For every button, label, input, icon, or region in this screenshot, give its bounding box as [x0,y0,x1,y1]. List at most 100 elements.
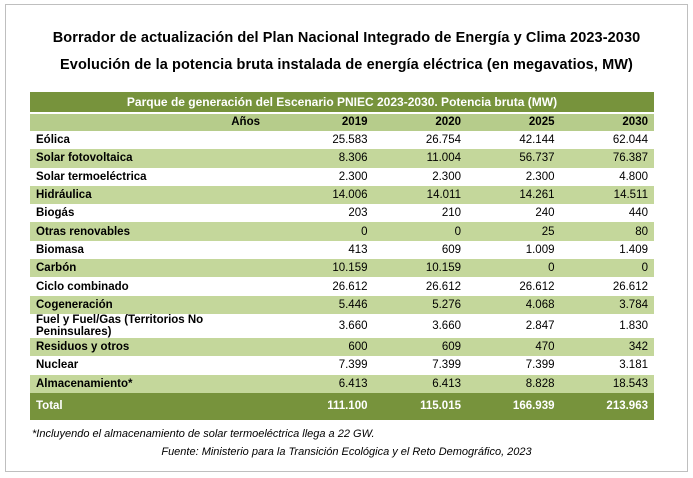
row-label: Cogeneración [30,295,280,314]
table-row: Solar termoeléctrica 2.300 2.300 2.300 4.800 [30,167,654,186]
row-value: 210 [373,204,467,223]
header-year: 2025 [467,113,561,132]
row-value: 609 [373,240,467,260]
row-value: 4.068 [467,295,561,314]
row-value: 3.784 [560,295,654,314]
row-value: 2.847 [467,313,561,338]
total-value: 166.939 [467,392,561,420]
table-row: Otras renovables 0 0 25 80 [30,222,654,241]
row-value: 3.660 [373,313,467,338]
row-value: 1.009 [467,240,561,260]
row-value: 600 [280,337,374,357]
table-row: Eólica 25.583 26.754 42.144 62.044 [30,131,654,150]
row-value: 10.159 [373,259,467,278]
title-line-2: Evolución de la potencia bruta instalada… [60,57,633,73]
row-value: 7.399 [373,356,467,375]
row-label: Biogás [30,204,280,223]
row-value: 14.511 [560,185,654,205]
row-value: 25.583 [280,131,374,150]
row-label: Carbón [30,259,280,278]
table-row: Residuos y otros 600 609 470 342 [30,337,654,357]
row-label: Nuclear [30,356,280,375]
row-value: 0 [560,259,654,278]
row-value: 26.612 [467,277,561,296]
row-value: 0 [373,222,467,241]
footnote: *Incluyendo el almacenamiento de solar t… [32,428,375,440]
table-header-row: Años 2019 2020 2025 2030 [30,113,654,132]
header-year: 2030 [560,113,654,132]
row-value: 80 [560,222,654,241]
row-label: Fuel y Fuel/Gas (Territorios No Peninsul… [30,313,280,338]
table-caption-row: Parque de generación del Escenario PNIEC… [30,92,654,114]
row-value: 2.300 [373,167,467,186]
row-label: Biomasa [30,240,280,260]
row-value: 5.276 [373,295,467,314]
row-value: 2.300 [467,167,561,186]
row-label: Solar termoeléctrica [30,167,280,186]
table-row: Biomasa 413 609 1.009 1.409 [30,240,654,260]
row-value: 18.543 [560,374,654,393]
table-row: Carbón 10.159 10.159 0 0 [30,259,654,278]
row-value: 76.387 [560,149,654,168]
header-year: 2019 [280,113,374,132]
row-value: 14.261 [467,185,561,205]
row-value: 1.830 [560,313,654,338]
table-row: Solar fotovoltaica 8.306 11.004 56.737 76.38… [30,149,654,168]
row-value: 0 [280,222,374,241]
row-label: Residuos y otros [30,337,280,357]
total-row: Total 111.100 115.015 166.939 213.963 [30,392,654,420]
row-value: 10.159 [280,259,374,278]
row-value: 1.409 [560,240,654,260]
total-value: 111.100 [280,392,374,420]
table-row: Biogás 203 210 240 440 [30,204,654,223]
table-row: Cogeneración 5.446 5.276 4.068 3.784 [30,295,654,314]
row-value: 609 [373,337,467,357]
row-label: Hidráulica [30,185,280,205]
table-caption: Parque de generación del Escenario PNIEC… [30,92,654,114]
table-row: Almacenamiento* 6.413 6.413 8.828 18.543 [30,374,654,393]
row-value: 7.399 [280,356,374,375]
total-value: 213.963 [560,392,654,420]
row-label: Eólica [30,131,280,150]
row-value: 2.300 [280,167,374,186]
row-value: 62.044 [560,131,654,150]
row-value: 5.446 [280,295,374,314]
row-value: 4.800 [560,167,654,186]
row-value: 8.306 [280,149,374,168]
source-note: Fuente: Ministerio para la Transición Ec… [161,446,532,458]
total-value: 115.015 [373,392,467,420]
table-row: Fuel y Fuel/Gas (Territorios No Peninsul… [30,313,654,338]
row-value: 6.413 [280,374,374,393]
row-value: 26.754 [373,131,467,150]
row-value: 42.144 [467,131,561,150]
row-label: Almacenamiento* [30,374,280,393]
row-label: Ciclo combinado [30,277,280,296]
row-value: 6.413 [373,374,467,393]
row-value: 25 [467,222,561,241]
header-year: 2020 [373,113,467,132]
row-value: 26.612 [560,277,654,296]
row-value: 413 [280,240,374,260]
row-value: 0 [467,259,561,278]
row-value: 3.181 [560,356,654,375]
header-label-anos: Años [30,113,280,132]
row-value: 14.011 [373,185,467,205]
title-line-1: Borrador de actualización del Plan Nacio… [52,30,641,46]
capacity-table: Parque de generación del Escenario PNIEC… [30,92,654,420]
row-value: 26.612 [373,277,467,296]
table-row: Ciclo combinado 26.612 26.612 26.612 26.612 [30,277,654,296]
row-value: 8.828 [467,374,561,393]
row-value: 203 [280,204,374,223]
row-value: 470 [467,337,561,357]
row-value: 11.004 [373,149,467,168]
row-value: 3.660 [280,313,374,338]
row-value: 240 [467,204,561,223]
row-label: Solar fotovoltaica [30,149,280,168]
row-value: 342 [560,337,654,357]
row-value: 26.612 [280,277,374,296]
row-value: 7.399 [467,356,561,375]
row-label: Otras renovables [30,222,280,241]
table-row: Nuclear 7.399 7.399 7.399 3.181 [30,356,654,375]
total-label: Total [30,392,280,420]
row-value: 56.737 [467,149,561,168]
